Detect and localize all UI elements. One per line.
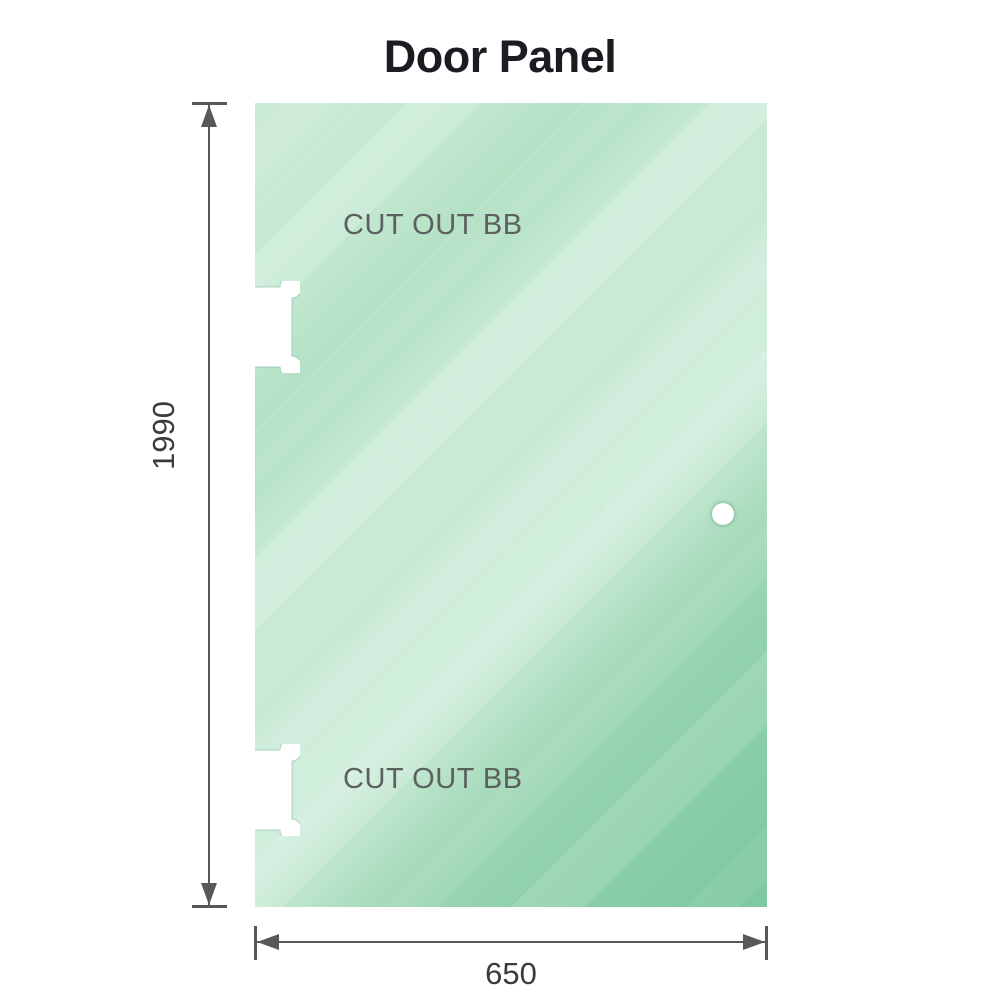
- page-title: Door Panel: [383, 31, 617, 82]
- cutout-label-top: CUT OUT BB: [343, 209, 523, 241]
- width-dimension-label: 650: [485, 956, 537, 991]
- cutout-notch-top: [255, 281, 300, 373]
- cutout-label-bottom: CUT OUT BB: [343, 763, 523, 795]
- cutout-notch-bottom: [255, 744, 300, 836]
- width-arrow-right-icon: [743, 934, 765, 950]
- height-extension-tick-top: [192, 102, 227, 105]
- width-dimension-line: [255, 941, 767, 943]
- width-extension-tick-right: [765, 926, 768, 960]
- height-dimension-line: [208, 103, 210, 907]
- height-dimension-label: 1990: [146, 401, 181, 470]
- glass-tint: [255, 103, 767, 907]
- handle-hole: [712, 503, 734, 525]
- glass-sheen: [255, 103, 767, 907]
- height-arrow-up-icon: [201, 105, 217, 127]
- height-extension-tick-bottom: [192, 905, 227, 908]
- glass-panel: [255, 103, 767, 907]
- width-extension-tick-left: [254, 926, 257, 960]
- height-arrow-down-icon: [201, 883, 217, 905]
- width-arrow-left-icon: [257, 934, 279, 950]
